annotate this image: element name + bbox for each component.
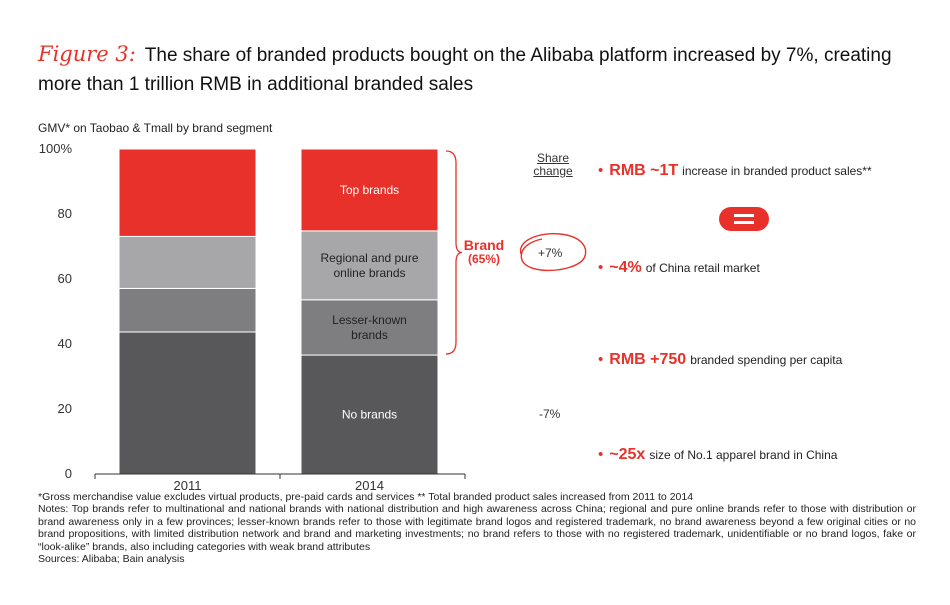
bar-segment bbox=[118, 287, 257, 333]
segment-label: Top brands bbox=[340, 183, 399, 197]
footnotes: *Gross merchandise value excludes virtua… bbox=[38, 491, 916, 565]
footnote-sources: Sources: Alibaba; Bain analysis bbox=[38, 553, 185, 566]
bar-segment bbox=[118, 148, 257, 237]
segment-label: Regional and pure online brands bbox=[320, 251, 418, 280]
y-tick-label: 100% bbox=[39, 141, 73, 156]
bullet-value: ~25x bbox=[609, 446, 646, 463]
y-tick-label: 20 bbox=[58, 401, 72, 416]
bullet-text: increase in branded product sales** bbox=[682, 164, 872, 178]
bar-segment bbox=[300, 299, 439, 356]
no-brand-share-change: -7% bbox=[539, 407, 561, 421]
bullet-branded-sales: • RMB ~1T increase in branded product sale… bbox=[598, 162, 872, 180]
bar-segment bbox=[118, 235, 257, 289]
x-tick-label: 2011 bbox=[174, 478, 202, 493]
bullet-text: branded spending per capita bbox=[690, 353, 843, 367]
bar-segment bbox=[118, 331, 257, 475]
bar-segment bbox=[300, 148, 439, 232]
y-tick-label: 0 bbox=[65, 466, 72, 481]
figure-title: Figure 3: The share of branded products … bbox=[38, 40, 918, 99]
brand-brace bbox=[445, 150, 463, 355]
bullet-value: ~4% bbox=[609, 259, 642, 276]
share-change-header: Share change bbox=[533, 151, 573, 178]
footnote-gmv: *Gross merchandise value excludes virtua… bbox=[38, 491, 694, 503]
bullet-value: RMB ~1T bbox=[609, 162, 679, 179]
brand-label: Brand bbox=[463, 237, 505, 253]
equals-icon bbox=[719, 207, 769, 231]
highlight-circle bbox=[520, 233, 587, 272]
bullet-retail-market: • ~4% of China retail market bbox=[598, 259, 760, 277]
y-tick-label: 40 bbox=[58, 336, 72, 351]
brand-share-label: (65%) bbox=[467, 252, 500, 266]
brand-brace-label: Brand (65%) bbox=[459, 238, 509, 266]
y-tick-label: 80 bbox=[58, 206, 72, 221]
figure-label: Figure 3: bbox=[38, 42, 136, 66]
x-tick-label: 2014 bbox=[355, 478, 384, 493]
bullet-text: size of No.1 apparel brand in China bbox=[649, 448, 838, 462]
bullet-dot-icon: • bbox=[598, 351, 604, 368]
bullet-text: of China retail market bbox=[645, 261, 760, 275]
bullet-dot-icon: • bbox=[598, 446, 604, 463]
bullet-apparel-brand: • ~25x size of No.1 apparel brand in China bbox=[598, 446, 837, 464]
segment-label: No brands bbox=[342, 408, 397, 422]
footnote-definitions: Notes: Top brands refer to multinational… bbox=[38, 503, 916, 553]
bullet-dot-icon: • bbox=[598, 259, 604, 276]
brand-share-change: +7% bbox=[538, 246, 563, 260]
bar-segment bbox=[300, 230, 439, 301]
bullet-value: RMB +750 bbox=[609, 351, 687, 368]
bullet-spending-per-capita: • RMB +750 branded spending per capita bbox=[598, 351, 842, 369]
segment-label: Lesser-known brands bbox=[332, 313, 407, 342]
figure-headline: The share of branded products bought on … bbox=[38, 45, 892, 95]
chart-title: GMV* on Taobao & Tmall by brand segment bbox=[38, 121, 273, 135]
y-tick-label: 60 bbox=[58, 271, 72, 286]
bullet-dot-icon: • bbox=[598, 162, 604, 179]
